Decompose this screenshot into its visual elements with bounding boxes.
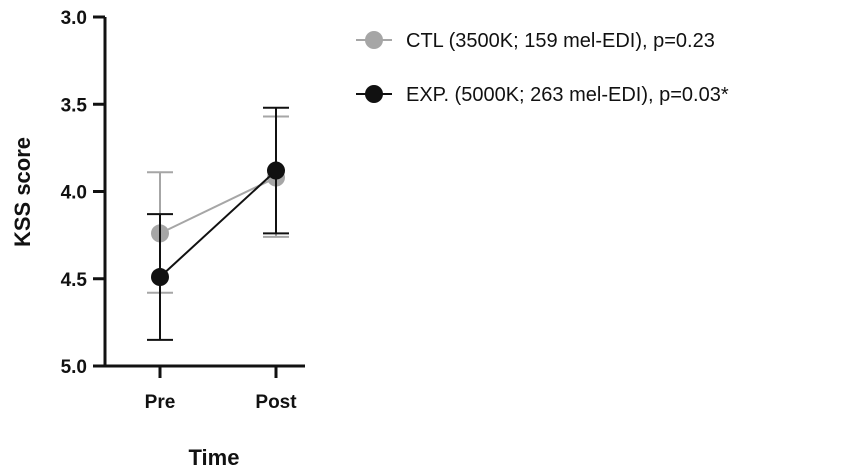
x-ticks: Pre Post xyxy=(145,366,297,413)
y-ticks: 3.0 3.5 4.0 4.5 5.0 xyxy=(61,8,105,378)
series-line xyxy=(159,169,277,278)
x-tick-label: Post xyxy=(255,392,297,413)
series-group xyxy=(147,115,289,294)
legend-label: CTL (3500K; 159 mel-EDI), p=0.23 xyxy=(406,30,715,52)
legend-item: EXP. (5000K; 263 mel-EDI), p=0.03* xyxy=(356,84,729,106)
series-line xyxy=(159,176,277,235)
legend-label: EXP. (5000K; 263 mel-EDI), p=0.03* xyxy=(406,84,729,106)
y-tick-label: 3.0 xyxy=(61,8,87,29)
data-point xyxy=(267,161,285,180)
y-tick-label: 3.5 xyxy=(61,95,88,116)
y-axis-title: KSS score xyxy=(10,137,35,247)
series-layer xyxy=(147,106,289,341)
y-tick-label: 4.0 xyxy=(61,183,87,204)
legend-item: CTL (3500K; 159 mel-EDI), p=0.23 xyxy=(356,30,715,52)
series-group xyxy=(147,106,289,341)
legend-marker xyxy=(365,31,383,49)
x-axis-title: Time xyxy=(189,445,240,470)
axes: 3.0 3.5 4.0 4.5 5.0 Pre Post xyxy=(61,8,305,413)
y-tick-label: 4.5 xyxy=(61,270,88,291)
y-tick-label: 5.0 xyxy=(61,357,87,378)
legend: CTL (3500K; 159 mel-EDI), p=0.23 EXP. (50… xyxy=(356,30,729,106)
x-tick-label: Pre xyxy=(145,392,176,413)
legend-marker xyxy=(365,85,383,103)
data-point xyxy=(151,268,169,287)
